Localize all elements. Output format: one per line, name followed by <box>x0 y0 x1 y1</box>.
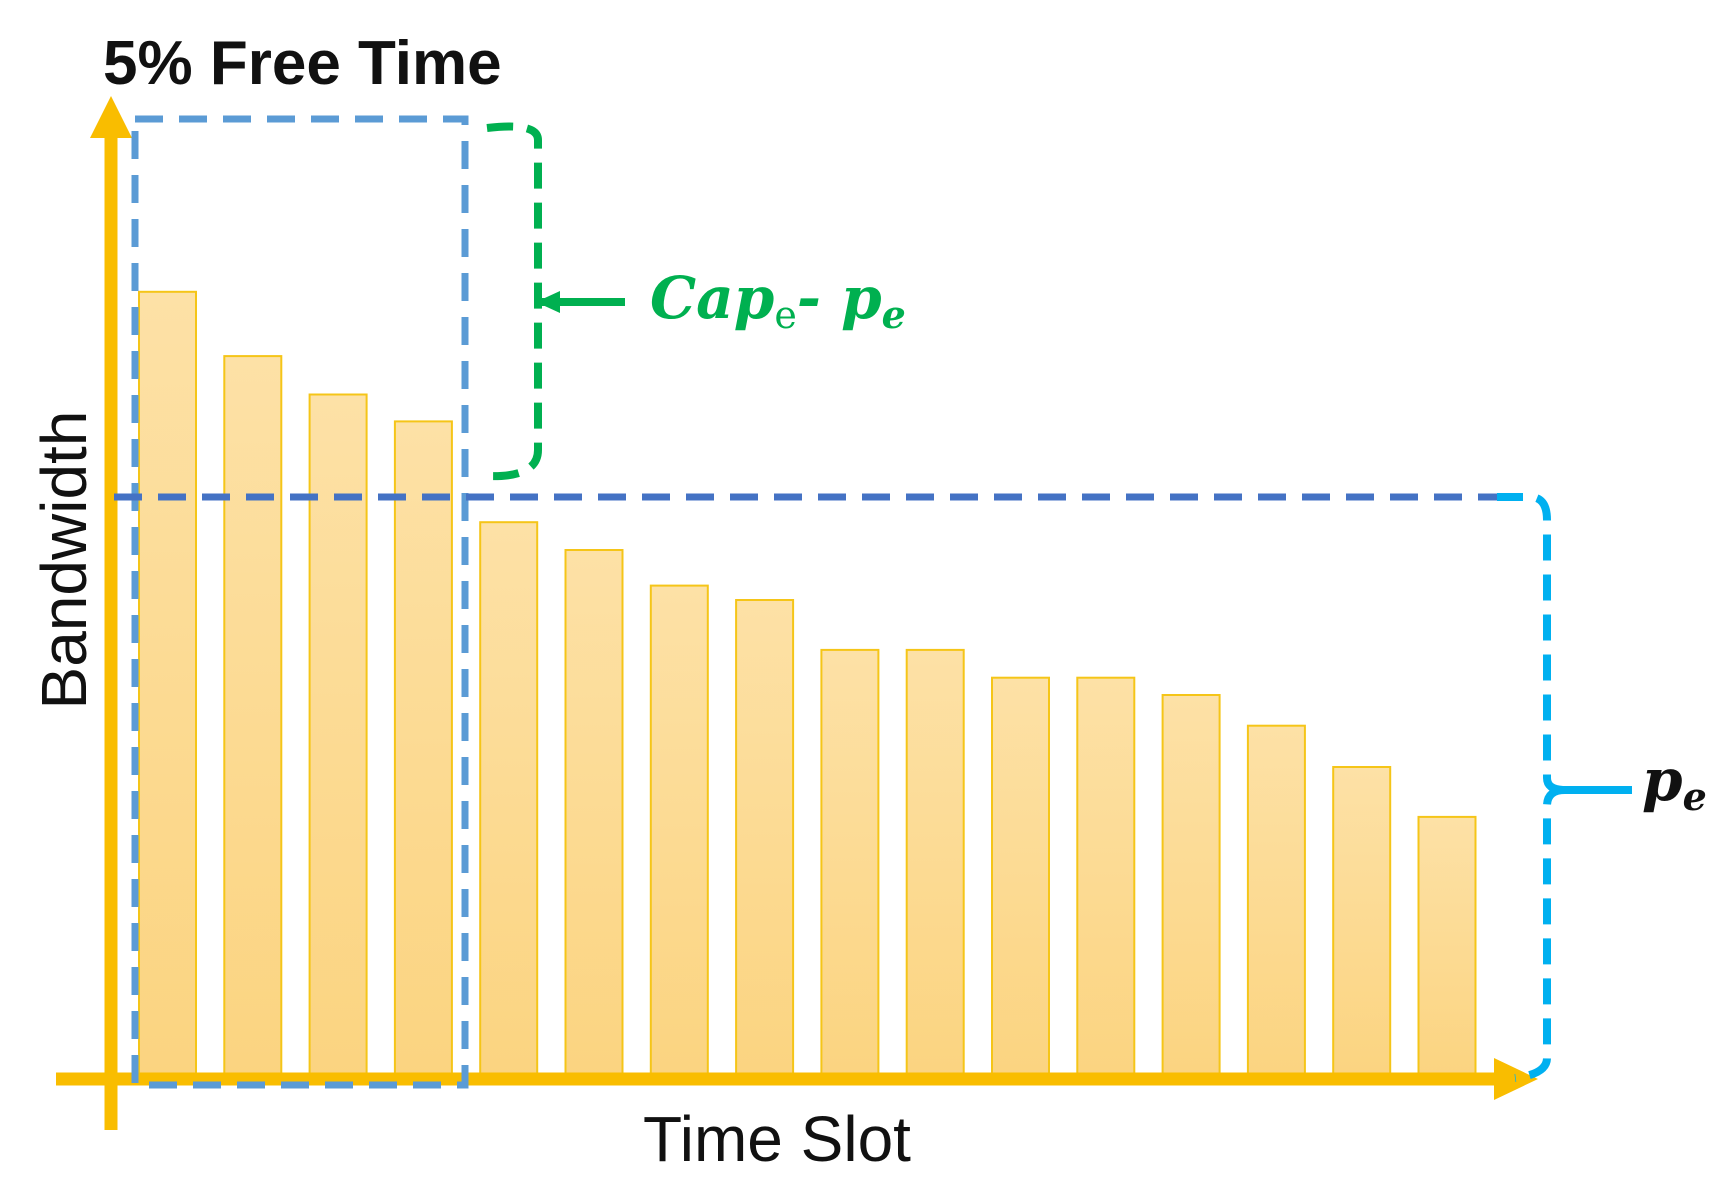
bar-11 <box>991 676 1050 1080</box>
bar-6 <box>564 549 624 1080</box>
x-axis-label: Time Slot <box>643 1103 911 1175</box>
bar-5 <box>479 521 539 1080</box>
bar-13 <box>1161 694 1221 1080</box>
x-axis-arrowhead <box>1494 1058 1538 1100</box>
bar-series <box>138 290 1477 1081</box>
p-e-brace <box>1497 493 1566 1082</box>
bar-16 <box>1417 815 1477 1081</box>
bar-10 <box>905 648 965 1081</box>
bar-4 <box>393 420 453 1080</box>
axes <box>56 96 1538 1130</box>
y-axis-label: Bandwidth <box>28 411 100 710</box>
chart-title: 5% Free Time <box>103 29 502 98</box>
y-axis-arrowhead <box>90 96 132 138</box>
cap-minus-p-brace <box>486 122 542 481</box>
bar-7 <box>649 584 709 1080</box>
bar-1 <box>138 290 197 1080</box>
bar-12 <box>1076 676 1136 1080</box>
cap-minus-p-connector <box>536 291 625 313</box>
free-time-window <box>131 115 469 1089</box>
bar-2 <box>223 355 283 1081</box>
bar-8 <box>735 599 795 1080</box>
bar-9 <box>820 648 880 1081</box>
bar-15 <box>1332 766 1392 1080</box>
cap-minus-p-label: Cape- pe <box>650 264 906 337</box>
bar-14 <box>1246 724 1306 1080</box>
p-e-label: pe <box>1642 746 1707 819</box>
bar-3 <box>308 393 368 1080</box>
